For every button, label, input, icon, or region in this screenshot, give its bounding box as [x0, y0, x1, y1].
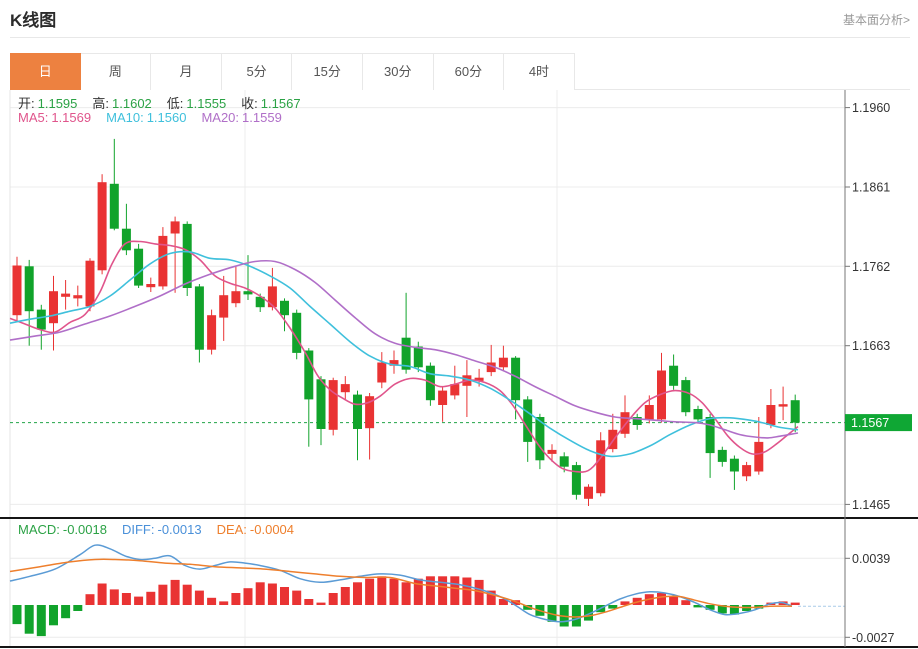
- tab-interval-6[interactable]: 60分: [433, 53, 505, 90]
- ma-line-ma10: [9, 250, 799, 458]
- tab-interval-2[interactable]: 月: [151, 53, 222, 90]
- macd-line-dea: [9, 558, 793, 618]
- ohlc-item-value: 1.1555: [186, 96, 227, 111]
- ma-item-label: MA20:: [201, 110, 240, 125]
- macd-lines-layer: [9, 544, 793, 623]
- ma-item-value: 1.1560: [146, 110, 187, 125]
- candles-layer: [12, 138, 800, 506]
- macd-item-value: -0.0004: [249, 522, 295, 537]
- macd-item-1: DIFF: -0.0013: [122, 522, 205, 537]
- ma-item-0: MA5: 1.1569: [18, 110, 94, 125]
- tab-interval-4[interactable]: 15分: [292, 53, 363, 90]
- ma-line-ma20: [9, 259, 799, 439]
- macd-item-2: DEA: -0.0004: [217, 522, 297, 537]
- ohlc-item-value: 1.1602: [112, 96, 152, 111]
- main-axis-label: 1.1762: [852, 260, 890, 274]
- ma-item-2: MA20: 1.1559: [201, 110, 284, 125]
- macd-readout: MACD: -0.0018 DIFF: -0.0013 DEA: -0.0004: [18, 522, 309, 537]
- macd-item-label: MACD:: [18, 522, 60, 537]
- main-axis-label: 1.1861: [852, 181, 890, 195]
- price-axis: 1.1960 1.1861 1.1762 1.1663 1.1465 0.0039 -0.0…: [844, 90, 894, 647]
- tab-interval-7[interactable]: 4时: [504, 53, 575, 90]
- macd-item-value: -0.0018: [62, 522, 107, 537]
- macd-item-label: DIFF:: [121, 522, 155, 537]
- ma-item-value: 1.1559: [242, 110, 282, 125]
- macd-axis-label: -0.0027: [852, 631, 894, 645]
- tab-interval-0[interactable]: 日: [10, 53, 81, 90]
- main-axis-label: 1.1663: [852, 339, 890, 353]
- ohlc-item-value: 1.1567: [260, 96, 301, 111]
- tab-interval-1[interactable]: 周: [80, 53, 152, 90]
- macd-item-0: MACD: -0.0018: [18, 522, 110, 537]
- tab-interval-3[interactable]: 5分: [221, 53, 293, 90]
- ma-readout: MA5: 1.1569 MA10: 1.1560 MA20: 1.1559: [18, 110, 297, 125]
- ohlc-item-value: 1.1595: [37, 96, 78, 111]
- macd-histogram-layer: [12, 576, 800, 637]
- main-axis-label: 1.1960: [852, 101, 890, 115]
- ma-item-label: MA5:: [18, 110, 49, 125]
- main-axis-label: 1.1465: [852, 498, 890, 512]
- macd-item-label: DEA:: [216, 522, 247, 537]
- page-title: K线图: [10, 11, 57, 30]
- ohlc-item-1: 高: 1.1602: [92, 96, 154, 111]
- ohlc-item-2: 低: 1.1555: [167, 96, 229, 111]
- current-price-badge-text: 1.1567: [851, 416, 889, 430]
- header-divider: [10, 37, 910, 38]
- ma-item-value: 1.1569: [51, 110, 92, 125]
- ohlc-item-0: 开: 1.1595: [18, 96, 80, 111]
- interval-tabs: 日周月 5分 15分 30分 60分 4时: [10, 53, 910, 90]
- ohlc-item-label: 开:: [18, 96, 35, 111]
- ma-lines-layer: [9, 240, 799, 473]
- ma-item-1: MA10: 1.1560: [106, 110, 189, 125]
- macd-axis-label: 0.0039: [852, 552, 890, 566]
- ohlc-item-label: 高:: [92, 96, 110, 111]
- ohlc-item-label: 收:: [241, 96, 258, 111]
- ohlc-readout: 开: 1.1595 高: 1.1602 低: 1.1555 收: 1.1567: [18, 93, 316, 112]
- ma-item-label: MA10:: [106, 110, 144, 125]
- current-price-badge: 1.1567: [845, 414, 912, 432]
- macd-line-diff: [9, 544, 793, 623]
- macd-item-value: -0.0013: [157, 522, 202, 537]
- fundamental-analysis-link[interactable]: 基本面分析>: [842, 13, 910, 27]
- ma-line-ma5: [9, 240, 799, 473]
- gridlines: [9, 90, 845, 647]
- ohlc-item-3: 收: 1.1567: [241, 96, 303, 111]
- tab-interval-5[interactable]: 30分: [362, 53, 434, 90]
- ohlc-item-label: 低:: [166, 96, 184, 111]
